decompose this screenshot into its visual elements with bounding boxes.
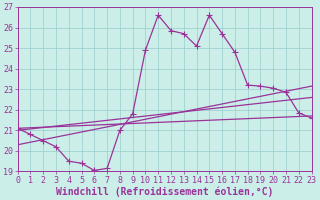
X-axis label: Windchill (Refroidissement éolien,°C): Windchill (Refroidissement éolien,°C) (56, 186, 273, 197)
